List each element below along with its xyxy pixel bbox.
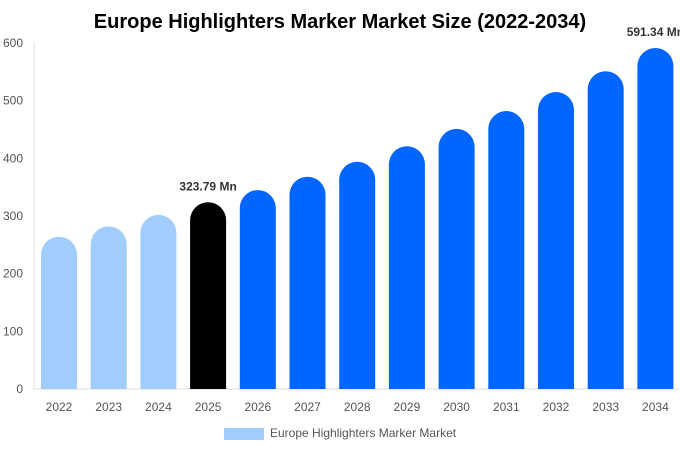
legend-swatch bbox=[224, 428, 264, 440]
bar-2031 bbox=[488, 111, 525, 389]
y-tick-label: 400 bbox=[3, 151, 23, 165]
bar-2033 bbox=[587, 71, 624, 390]
bar-2025 bbox=[190, 202, 227, 389]
data-label: 591.34 Mn bbox=[627, 25, 680, 39]
x-tick-label: 2030 bbox=[443, 400, 470, 414]
y-tick-label: 200 bbox=[3, 267, 23, 281]
x-tick-label: 2024 bbox=[145, 400, 172, 414]
legend: Europe Highlighters Marker Market bbox=[224, 426, 457, 440]
x-tick-label: 2027 bbox=[294, 400, 321, 414]
chart-title: Europe Highlighters Marker Market Size (… bbox=[94, 11, 586, 33]
x-tick-label: 2034 bbox=[642, 400, 669, 414]
bar-2032 bbox=[538, 92, 574, 390]
y-tick-label: 100 bbox=[3, 324, 23, 338]
y-tick-label: 500 bbox=[3, 94, 23, 108]
x-tick-label: 2025 bbox=[195, 400, 222, 414]
y-tick-label: 600 bbox=[3, 36, 23, 50]
x-tick-label: 2026 bbox=[244, 400, 271, 414]
x-tick-label: 2031 bbox=[493, 400, 520, 414]
bar-2028 bbox=[339, 161, 376, 389]
x-tick-label: 2023 bbox=[95, 400, 122, 414]
bar-2029 bbox=[388, 146, 425, 389]
legend-label: Europe Highlighters Marker Market bbox=[270, 426, 457, 440]
data-label: 323.79 Mn bbox=[179, 179, 236, 193]
bar-2027 bbox=[289, 176, 326, 389]
x-tick-label: 2028 bbox=[344, 400, 371, 414]
x-tick-label: 2032 bbox=[543, 400, 570, 414]
bar-2023 bbox=[90, 226, 127, 389]
x-tick-label: 2022 bbox=[46, 400, 73, 414]
x-tick-label: 2033 bbox=[592, 400, 619, 414]
bar-2034 bbox=[637, 47, 674, 390]
y-tick-label: 0 bbox=[16, 382, 23, 396]
y-tick-label: 300 bbox=[3, 209, 23, 223]
bar-2030 bbox=[438, 128, 475, 389]
bar-2026 bbox=[239, 190, 276, 389]
bar-2022 bbox=[41, 236, 77, 389]
bar-2024 bbox=[140, 214, 177, 389]
x-tick-label: 2029 bbox=[394, 400, 421, 414]
